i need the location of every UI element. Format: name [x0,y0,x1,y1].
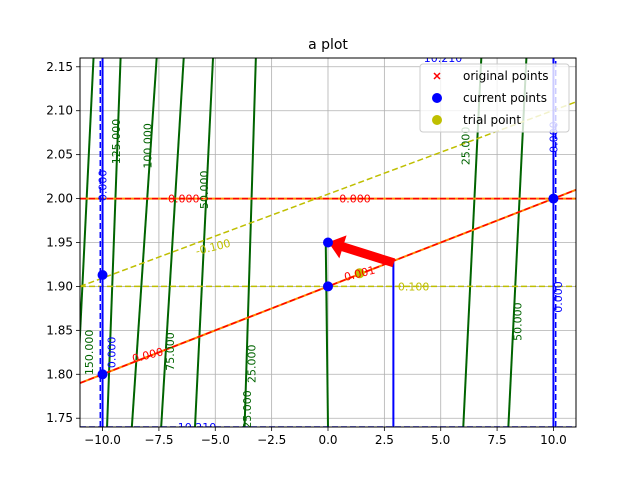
contour-label: 25.000 [241,390,254,429]
contour-label: 100.000 [142,123,155,169]
contour-label: 0.000 [339,193,371,206]
contour-label: 150.000 [83,330,96,376]
contour-label: 0.000 [168,193,200,206]
contour-line [324,242,329,427]
current-point-marker [97,270,108,281]
contour-line [106,58,122,427]
contour-label: 0.100 [398,280,430,293]
contour-label: 0.000 [552,281,565,313]
contour-label: 75.000 [164,332,177,371]
x-tick-label: 2.5 [375,433,394,447]
contour-label: 25.000 [460,127,473,166]
y-tick-label: 1.85 [46,323,73,337]
current-point-marker [323,237,333,248]
current-point-marker [548,193,559,204]
y-axis: 1.75 1.80 1.85 1.90 1.95 2.00 2.05 2.10 2.15 [46,60,80,425]
contour-label: -10.210 [174,421,216,434]
step-arrow [328,235,396,268]
y-tick-label: 1.75 [46,411,73,425]
contour-line [160,58,185,427]
trial-point-marker [354,268,365,279]
current-point-marker [97,369,108,380]
y-tick-label: 1.90 [46,279,73,293]
x-tick-label: 7.5 [488,433,507,447]
contour-label: 50.000 [198,171,211,210]
x-tick-label: 0.0 [318,433,337,447]
x-tick-label: 5.0 [431,433,450,447]
contour-line [80,58,95,356]
contour-line [243,58,257,427]
current-point-marker [323,281,333,292]
legend-marker-x [433,72,441,80]
y-tick-label: 2.00 [46,192,73,206]
y-tick-label: 1.80 [46,367,73,381]
boundary-line [80,101,576,288]
legend: original points current points trial point [419,63,570,133]
contour-label: 10.210 [424,52,463,65]
x-tick-label: −5.0 [201,433,230,447]
legend-marker-circle [432,115,442,125]
contour-label: 50.000 [511,302,524,341]
x-tick-label: −2.5 [257,433,286,447]
legend-label: original points [463,69,549,83]
chart-title: a plot [308,37,348,53]
contour-line [130,58,158,427]
x-tick-label: 10.0 [540,433,567,447]
contour-label: 0.000 [97,170,110,202]
legend-label: trial point [463,113,521,127]
legend-marker-circle [432,93,442,103]
legend-box [419,63,570,133]
y-tick-label: 2.05 [46,148,73,162]
y-tick-label: 2.10 [46,104,73,118]
plot-area: 0.000 0.0000.001-0.1000.1000.0000.0000.00… [80,52,576,434]
contour-label: 25.000 [245,344,258,383]
y-tick-label: 1.95 [46,236,73,250]
x-tick-label: −10.0 [84,433,121,447]
x-tick-label: −7.5 [144,433,173,447]
x-axis: −10.0 −7.5 −5.0 −2.5 0.0 2.5 5.0 7.5 10.0 [84,427,567,447]
contour-label: 125.000 [110,119,123,165]
contour-line [193,58,215,427]
y-tick-label: 2.15 [46,60,73,74]
legend-label: current points [463,91,547,105]
contour-label: 0.000 [106,337,119,369]
